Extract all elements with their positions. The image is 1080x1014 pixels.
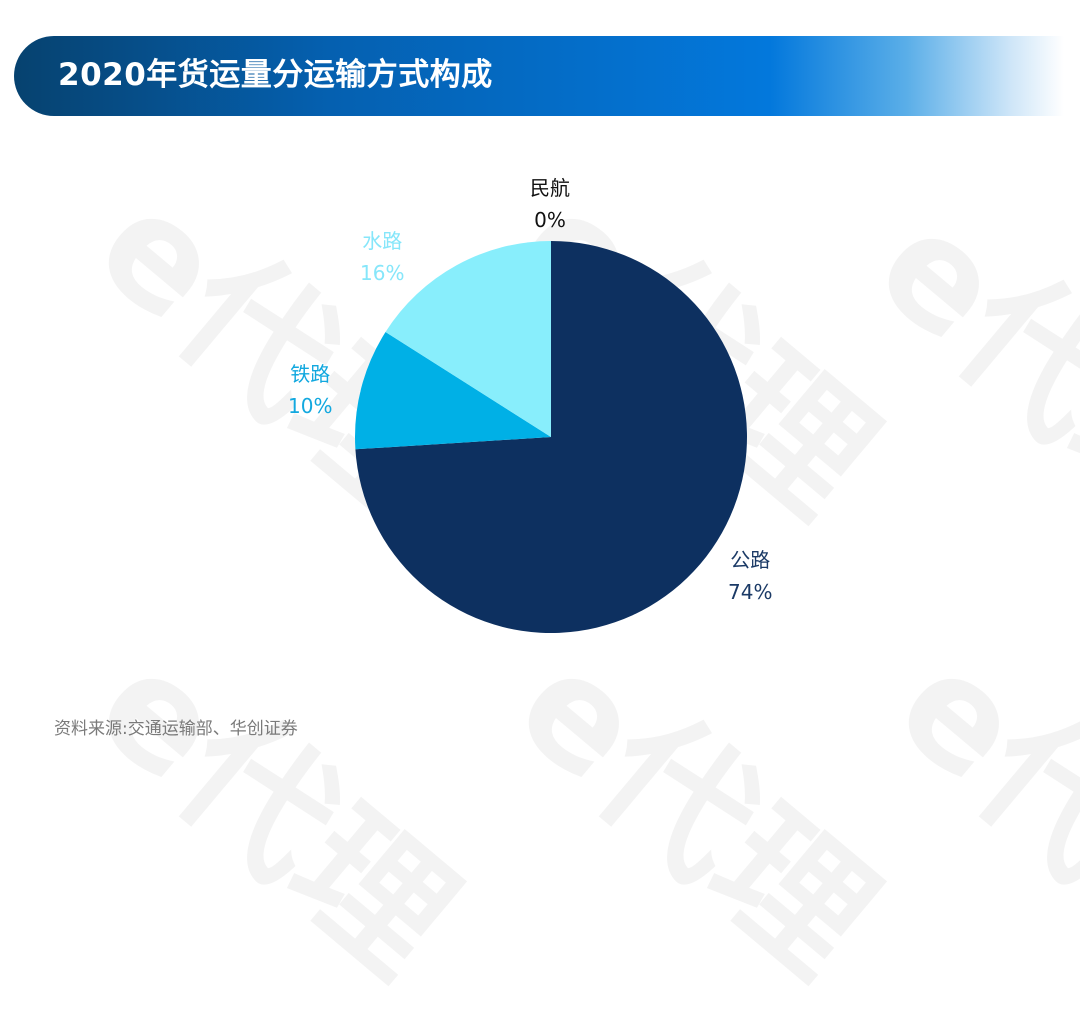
- chart-title: 2020年货运量分运输方式构成: [58, 57, 493, 93]
- label-air-name: 民航: [530, 176, 570, 200]
- label-rail-value: 10%: [288, 394, 333, 418]
- label-rail-name: 铁路: [290, 362, 331, 386]
- title-banner: [14, 36, 1064, 116]
- source-note: 资料来源:交通运输部、华创证券: [54, 719, 298, 739]
- label-rail: 铁路 10%: [288, 358, 332, 422]
- label-air-value: 0%: [534, 208, 566, 232]
- label-road-value: 74%: [728, 580, 773, 604]
- slice-water: [385, 241, 551, 437]
- pie-chart: [355, 241, 747, 633]
- label-water-name: 水路: [362, 229, 403, 253]
- label-water: 水路 16%: [360, 225, 404, 289]
- label-air: 民航 0%: [530, 172, 570, 236]
- label-road: 公路 74%: [728, 544, 772, 608]
- slice-road: [355, 241, 747, 633]
- label-water-value: 16%: [360, 261, 405, 285]
- slice-rail: [355, 331, 551, 450]
- label-road-name: 公路: [730, 548, 771, 572]
